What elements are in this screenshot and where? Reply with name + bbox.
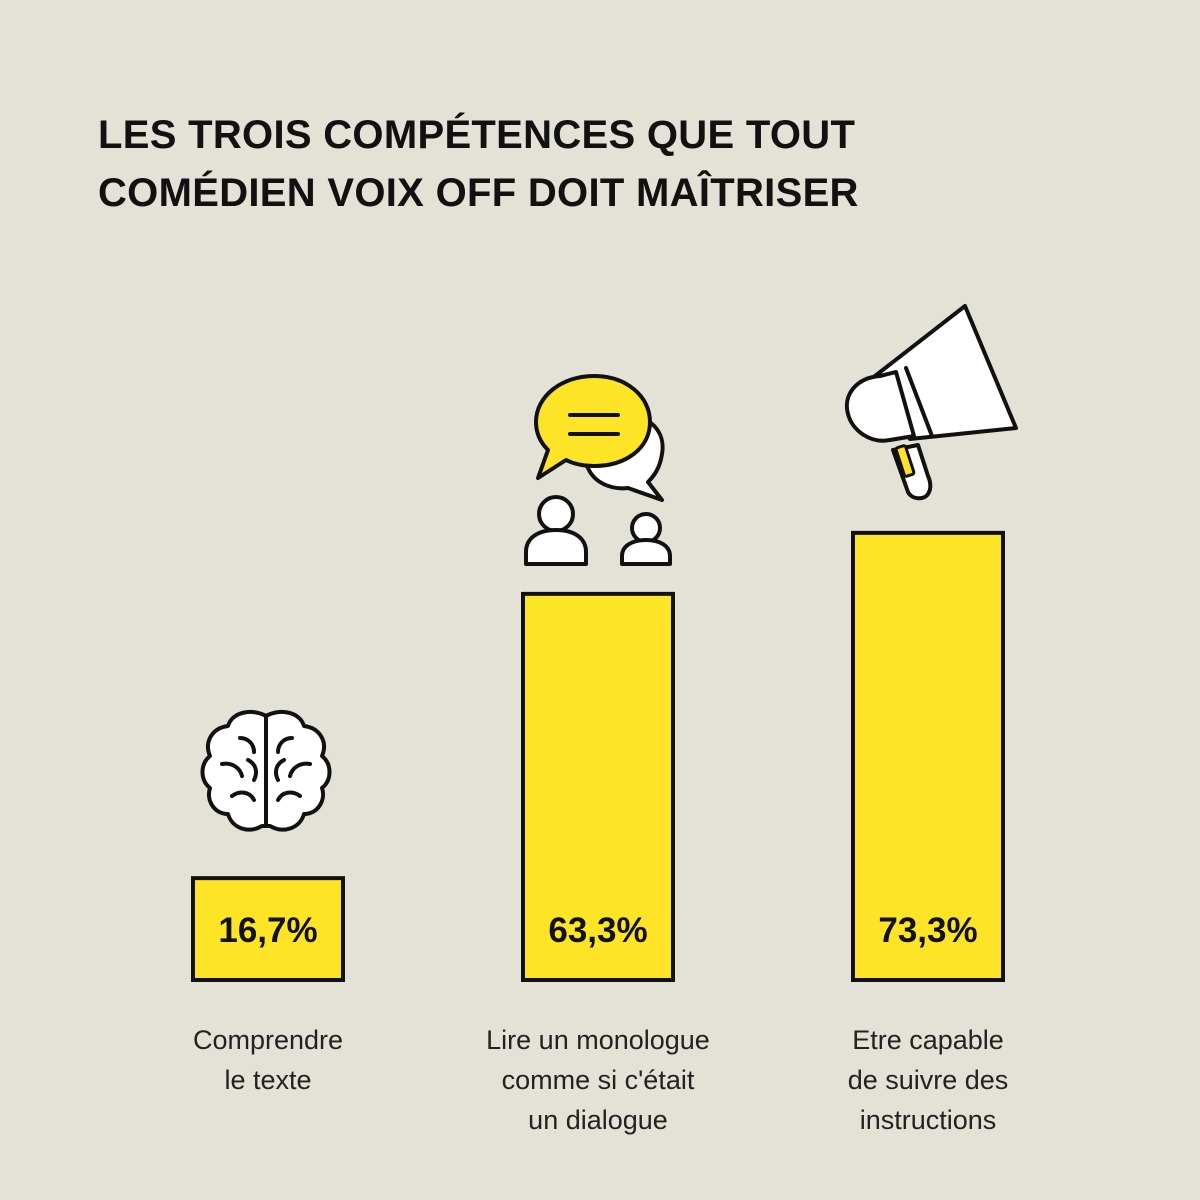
bar (521, 591, 675, 982)
bar (851, 530, 1005, 982)
speech-bubbles-people-icon (524, 374, 672, 566)
category-label-line: le texte (224, 1065, 312, 1095)
category-label-line: Comprendre (192, 1025, 344, 1055)
brain-icon (200, 709, 332, 832)
page-title: LES TROIS COMPÉTENCES QUE TOUT COMÉDIEN … (98, 106, 1098, 222)
category-label-instructions: Etre capable de suivre des instructions (768, 1020, 1088, 1140)
bar-value-label: 16,7% (218, 911, 317, 950)
category-label-comprendre: Comprendre le texte (108, 1020, 428, 1100)
category-label-line: instructions (859, 1105, 997, 1135)
category-label-line: de suivre des (847, 1065, 1009, 1095)
category-label-line: comme si c'était (501, 1065, 695, 1095)
megaphone-icon (844, 304, 1018, 501)
bar-value-label: 63,3% (548, 911, 647, 950)
bar-value-label: 73,3% (878, 911, 977, 950)
title-line: LES TROIS COMPÉTENCES QUE TOUT (98, 113, 856, 157)
bar (191, 876, 345, 983)
category-label-line: Lire un monologue (486, 1025, 710, 1055)
category-label-line: Etre capable (852, 1025, 1004, 1055)
bars-layer: 16,7% 63,3% 73,3% (191, 530, 1005, 983)
category-label-monologue: Lire un monologue comme si c'était un di… (438, 1020, 758, 1140)
title-line: COMÉDIEN VOIX OFF DOIT MAÎTRISER (98, 171, 859, 215)
category-label-line: un dialogue (528, 1105, 668, 1135)
